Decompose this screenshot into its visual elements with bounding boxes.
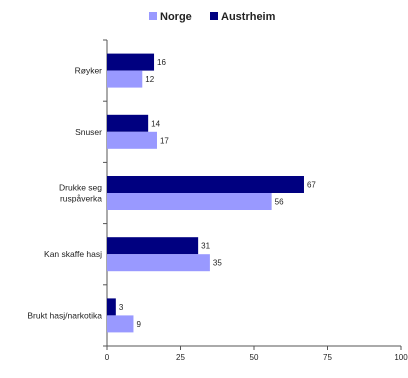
category-label: ruspåverka <box>60 194 102 204</box>
bar-norge <box>107 193 272 210</box>
data-label-austrheim: 31 <box>201 242 210 251</box>
data-label-austrheim: 67 <box>307 181 316 190</box>
category-label: Kan skaffe hasj <box>44 249 102 259</box>
legend-label-norge: Norge <box>160 11 192 23</box>
data-label-austrheim: 3 <box>119 303 124 312</box>
data-label-austrheim: 14 <box>151 119 160 128</box>
bar-austrheim <box>107 114 149 132</box>
category-label: Brukt hasj/narkotika <box>27 310 102 320</box>
data-label-norge: 17 <box>160 136 169 145</box>
x-tick-label: 25 <box>176 353 185 362</box>
bar-norge <box>107 315 134 333</box>
legend-swatch-austrheim <box>210 12 218 20</box>
category-label: Snuser <box>75 127 102 137</box>
bar-norge <box>107 70 143 88</box>
data-label-norge: 12 <box>145 75 154 84</box>
x-tick-label: 75 <box>323 353 332 362</box>
category-label: Røyker <box>75 66 103 76</box>
legend-label-austrheim: Austrheim <box>221 11 276 23</box>
bar-norge <box>107 131 157 149</box>
data-label-norge: 35 <box>213 259 222 268</box>
data-label-norge: 56 <box>275 198 284 207</box>
bar-norge <box>107 254 210 272</box>
legend-swatch-norge <box>149 12 157 20</box>
bar-austrheim <box>107 53 155 71</box>
data-label-austrheim: 16 <box>157 58 166 67</box>
x-tick-label: 100 <box>394 353 408 362</box>
category-label: Drukke seg <box>59 183 102 193</box>
bar-austrheim <box>107 176 304 193</box>
x-tick-label: 50 <box>250 353 259 362</box>
x-tick-label: 0 <box>105 353 110 362</box>
bar-austrheim <box>107 298 116 316</box>
data-label-norge: 9 <box>136 320 141 329</box>
bar-austrheim <box>107 237 199 255</box>
